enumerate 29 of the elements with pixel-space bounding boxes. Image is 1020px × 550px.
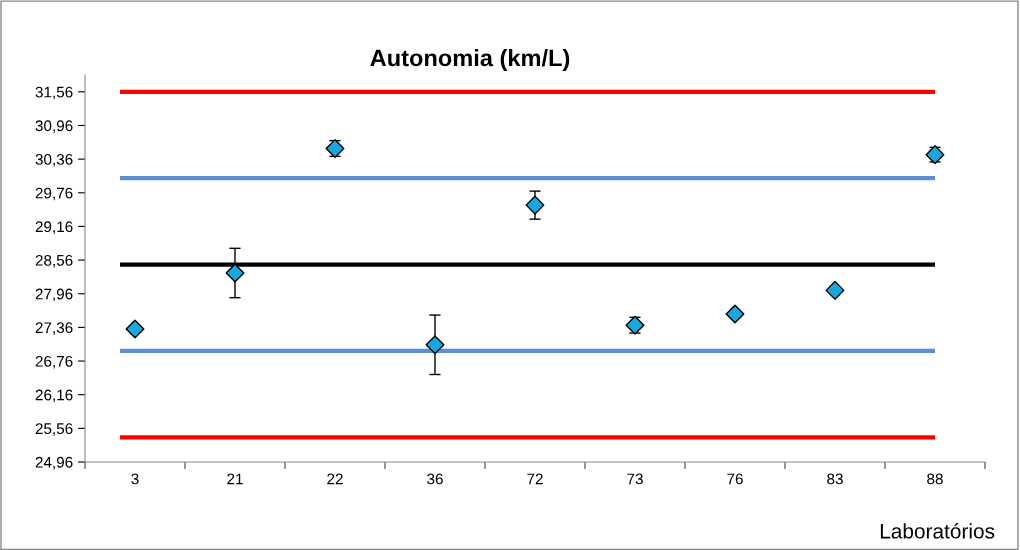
point bbox=[725, 304, 745, 324]
y-tick-label: 31,56 bbox=[35, 86, 73, 100]
x-axis-title: Laboratórios bbox=[880, 523, 995, 539]
x-tick-label: 72 bbox=[527, 473, 543, 485]
x-tick-label: 88 bbox=[927, 473, 943, 485]
y-tick-label: 27,96 bbox=[35, 288, 73, 302]
y-tick-label: 28,56 bbox=[35, 254, 73, 268]
x-tick-label: 22 bbox=[327, 473, 343, 485]
x-tick-label: 76 bbox=[727, 473, 743, 485]
chart-title: Autonomia (km/L) bbox=[370, 49, 570, 71]
x-tick-label: 83 bbox=[827, 473, 843, 485]
point bbox=[425, 335, 445, 355]
y-tick-label: 30,96 bbox=[35, 120, 73, 133]
y-tick-label: 26,76 bbox=[35, 355, 73, 369]
x-tick-label: 36 bbox=[427, 473, 443, 485]
point bbox=[825, 280, 845, 300]
x-tick-label: 3 bbox=[131, 473, 139, 485]
point bbox=[125, 319, 145, 339]
y-tick-label: 24,96 bbox=[35, 456, 73, 470]
y-tick-label: 26,16 bbox=[35, 389, 73, 403]
x-tick-label: 21 bbox=[227, 473, 243, 485]
point bbox=[525, 195, 545, 215]
y-tick-label: 29,16 bbox=[35, 221, 73, 234]
y-tick-label: 30,36 bbox=[35, 154, 73, 167]
point bbox=[225, 263, 245, 283]
x-tick-label: 73 bbox=[627, 473, 643, 485]
y-tick-label: 29,76 bbox=[35, 187, 73, 201]
y-tick-label: 25,56 bbox=[35, 423, 73, 436]
y-tick-label: 27,36 bbox=[35, 322, 73, 335]
